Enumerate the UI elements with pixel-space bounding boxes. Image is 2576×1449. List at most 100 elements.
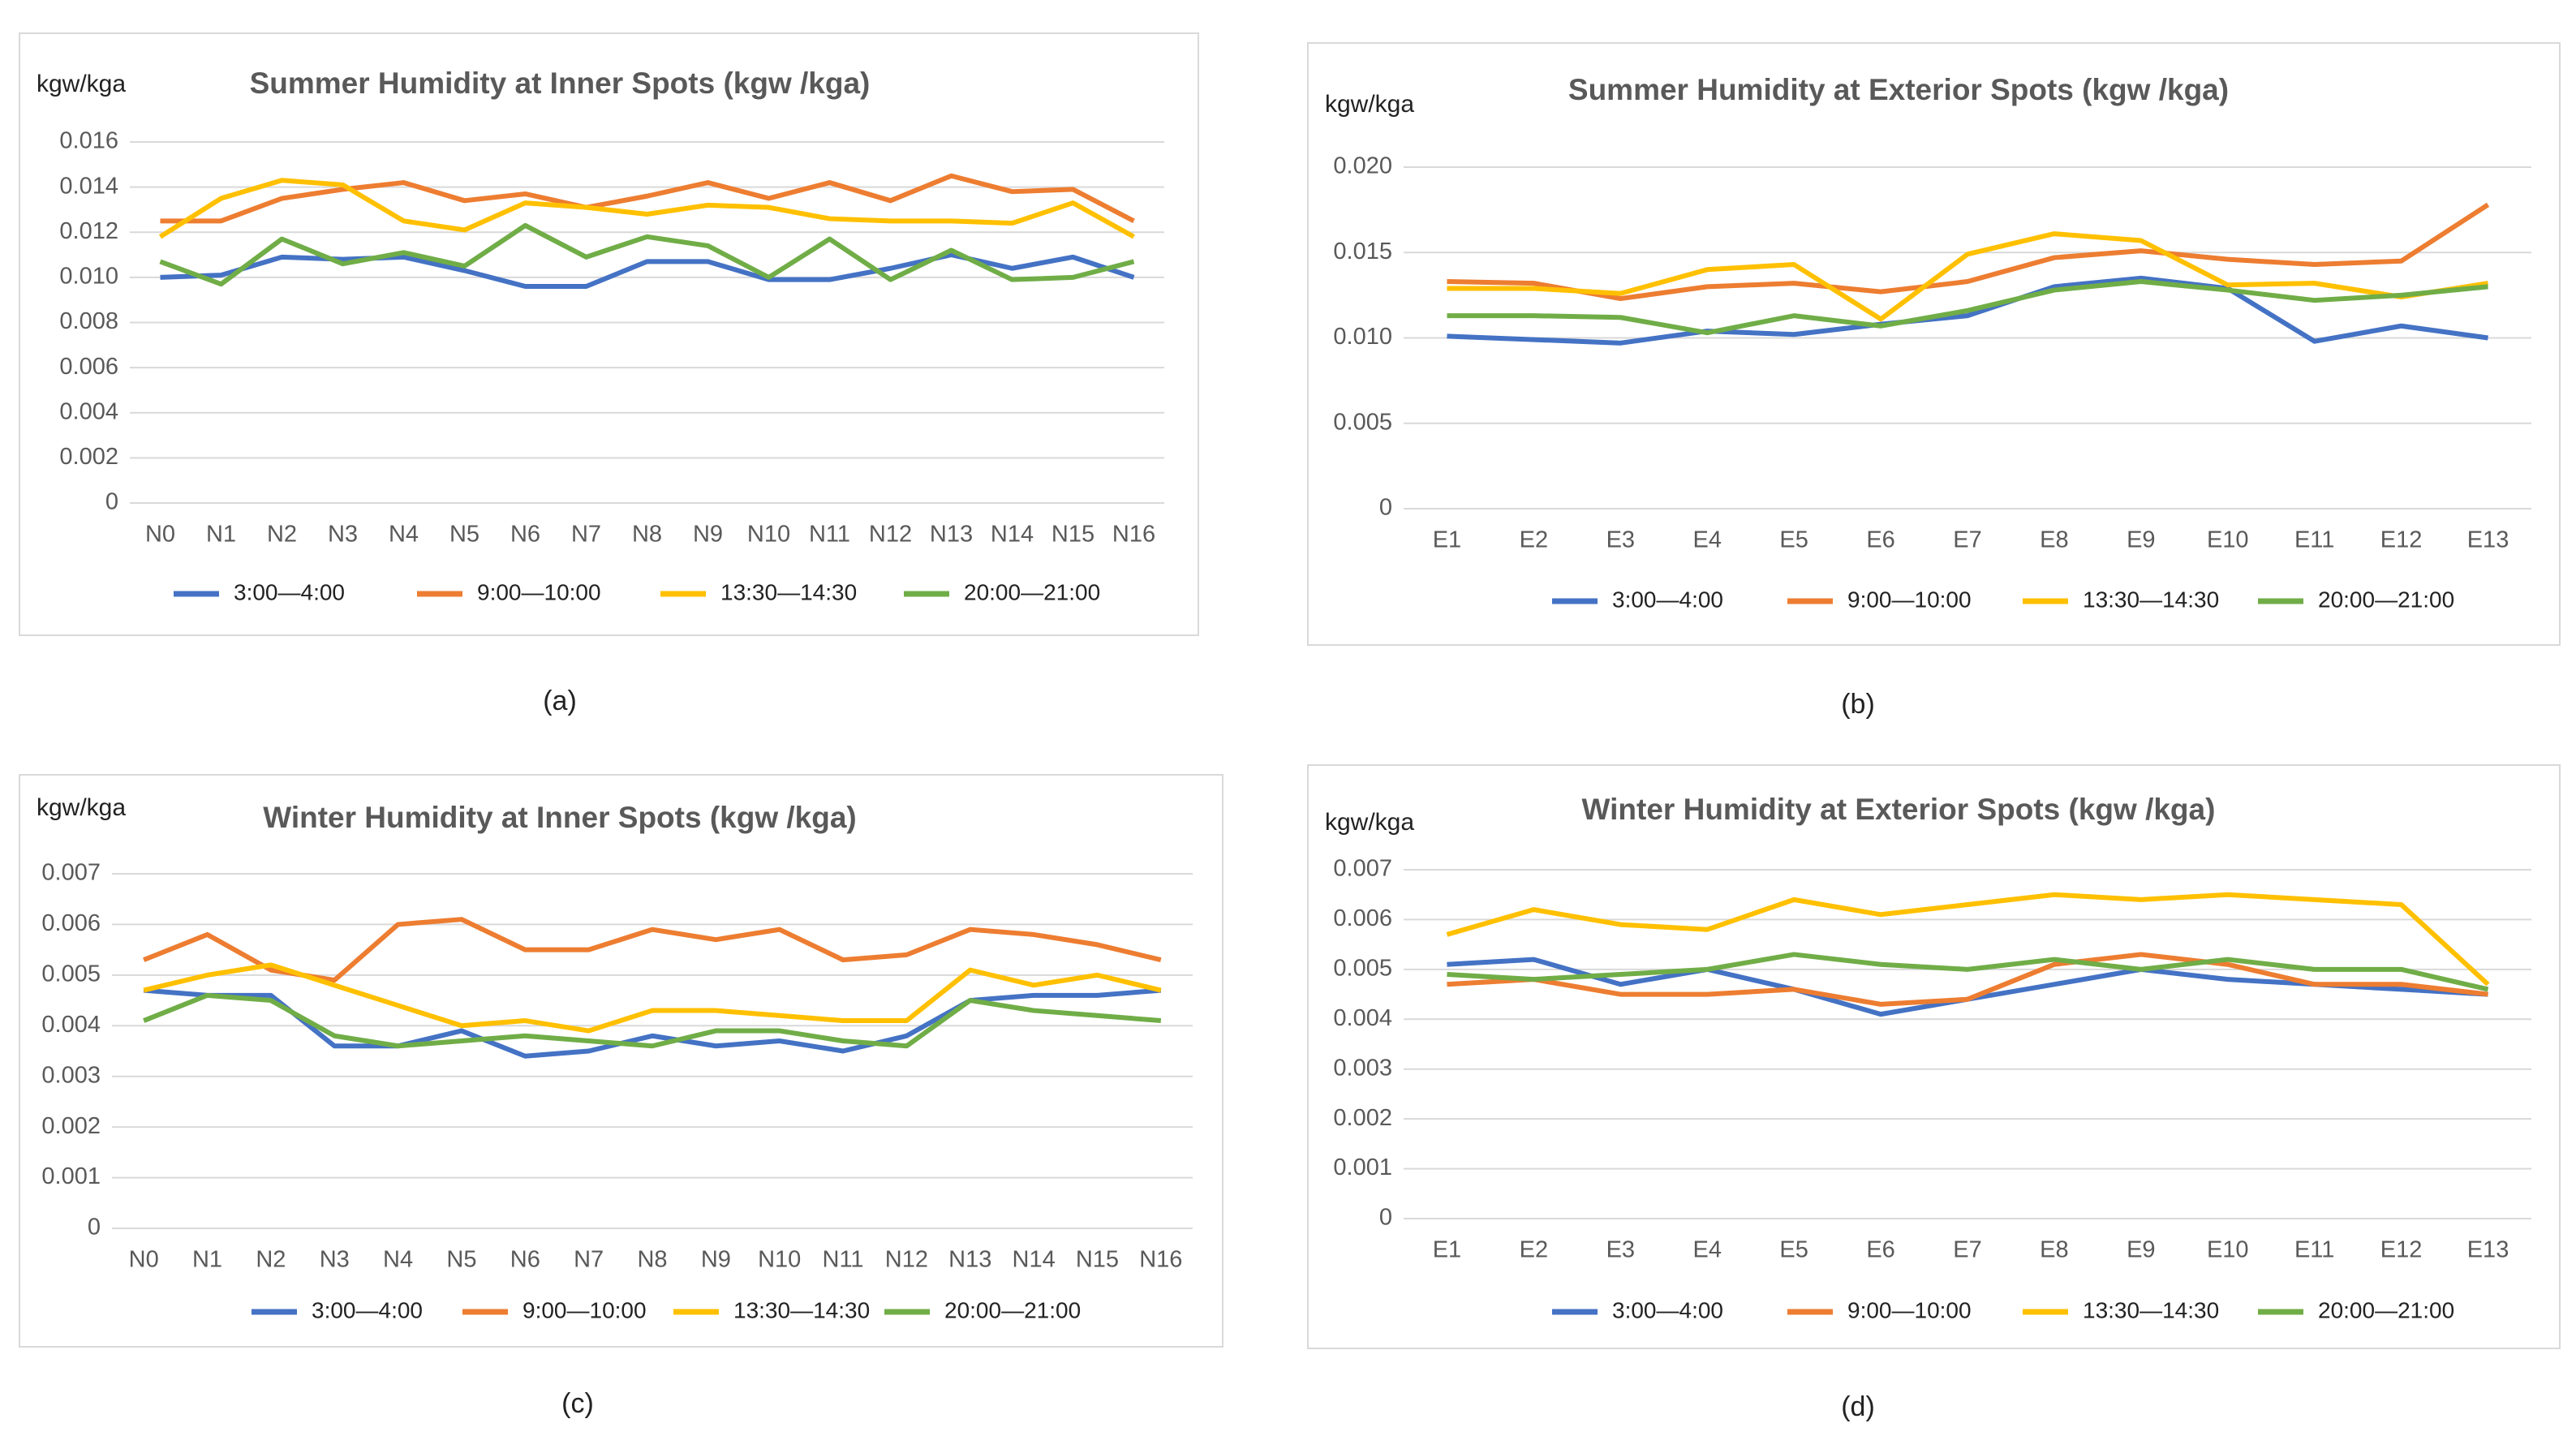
x-tick-label: E5: [1779, 1237, 1808, 1263]
x-tick-label: N10: [758, 1247, 801, 1273]
x-tick-label: N9: [701, 1247, 731, 1273]
x-tick-label: N13: [930, 522, 973, 548]
x-tick-label: E9: [2127, 1237, 2155, 1263]
legend-label: 3:00—4:00: [312, 1297, 423, 1322]
x-tick-label: N2: [256, 1247, 286, 1273]
x-tick-label: N14: [991, 522, 1034, 548]
x-tick-label: N2: [267, 522, 297, 548]
legend-label: 20:00—21:00: [2318, 587, 2454, 612]
x-tick-label: E6: [1866, 1237, 1894, 1263]
series-line: [1447, 952, 2488, 1007]
legend-label: 3:00—4:00: [234, 579, 345, 604]
x-tick-label: E4: [1692, 527, 1721, 553]
x-tick-label: E13: [2467, 527, 2509, 553]
chart-frame: [19, 32, 1199, 636]
legend-label: 13:30—14:30: [2083, 1297, 2219, 1322]
x-tick-label: N7: [571, 522, 601, 548]
legend-label: 3:00—4:00: [1612, 587, 1723, 612]
series-line: [159, 222, 1135, 287]
y-tick-label: 0.006: [41, 910, 101, 936]
legend-label: 9:00—10:00: [1847, 1297, 1972, 1322]
legend-label: 9:00—10:00: [477, 579, 601, 604]
x-tick-label: N16: [1139, 1247, 1182, 1273]
x-tick-label: N5: [446, 1247, 476, 1273]
x-tick-label: N0: [145, 522, 175, 548]
y-tick-label: 0.010: [59, 264, 118, 290]
y-tick-label: 0: [1379, 1205, 1392, 1231]
series-line: [1447, 231, 2489, 322]
x-tick-label: N9: [693, 522, 723, 548]
x-tick-label: E6: [1866, 527, 1894, 553]
y-tick-label: 0.003: [1333, 1055, 1392, 1081]
x-tick-label: E3: [1606, 527, 1635, 553]
x-tick-label: E8: [2040, 1237, 2068, 1263]
legend-label: 20:00—21:00: [964, 579, 1100, 604]
chart-frame: [1307, 764, 2561, 1349]
y-tick-label: 0.012: [59, 218, 118, 244]
x-tick-label: N1: [192, 1247, 222, 1273]
x-tick-label: E8: [2040, 527, 2068, 553]
x-tick-label: N16: [1112, 522, 1155, 548]
x-tick-label: E7: [1953, 1237, 1981, 1263]
x-tick-label: E2: [1520, 1237, 1548, 1263]
y-tick-label: 0.004: [41, 1012, 101, 1038]
y-tick-label: 0.002: [1333, 1105, 1392, 1131]
x-tick-label: E5: [1779, 527, 1808, 553]
y-axis-label: kgw/kga: [37, 71, 126, 97]
x-tick-label: N10: [747, 522, 790, 548]
y-axis-label: kgw/kga: [1325, 809, 1414, 836]
x-tick-label: N4: [383, 1247, 413, 1273]
caption: (b): [1841, 689, 1875, 720]
legend-label: 20:00—21:00: [944, 1297, 1081, 1322]
caption: (c): [561, 1388, 594, 1419]
x-tick-label: N5: [449, 522, 480, 548]
x-tick-label: N11: [823, 1247, 864, 1273]
chart-title: Summer Humidity at Inner Spots (kgw /kga…: [250, 67, 871, 100]
y-tick-label: 0.001: [1333, 1154, 1392, 1180]
y-tick-label: 0.005: [41, 961, 101, 987]
x-tick-label: E10: [2207, 527, 2249, 553]
x-tick-label: E4: [1692, 1237, 1721, 1263]
y-tick-label: 0.005: [1333, 956, 1392, 982]
legend-label: 9:00—10:00: [1847, 587, 1972, 612]
y-tick-label: 0.016: [59, 128, 118, 154]
x-tick-label: N3: [328, 522, 358, 548]
y-tick-label: 0.004: [59, 398, 118, 424]
caption: (d): [1841, 1391, 1875, 1422]
y-tick-label: 0: [105, 489, 118, 515]
x-tick-label: N14: [1013, 1247, 1056, 1273]
chart-title: Winter Humidity at Inner Spots (kgw /kga…: [263, 801, 857, 834]
legend-label: 3:00—4:00: [1612, 1297, 1723, 1322]
y-axis-label: kgw/kga: [37, 794, 126, 821]
x-tick-label: E12: [2380, 527, 2423, 553]
y-tick-label: 0.010: [1333, 324, 1392, 350]
chart-title: Summer Humidity at Exterior Spots (kgw /…: [1568, 73, 2229, 106]
series-line: [1446, 892, 2490, 987]
series-line: [1447, 202, 2490, 302]
y-tick-label: 0.002: [59, 444, 118, 470]
series-line: [1447, 279, 2488, 336]
y-tick-label: 0.014: [59, 173, 118, 199]
x-tick-label: N0: [129, 1247, 159, 1273]
x-tick-label: N11: [809, 522, 850, 548]
x-tick-label: N15: [1051, 522, 1094, 548]
y-tick-label: 0.006: [1333, 905, 1392, 931]
x-tick-label: E9: [2127, 527, 2155, 553]
legend-label: 13:30—14:30: [720, 579, 857, 604]
x-tick-label: E12: [2380, 1237, 2423, 1263]
x-tick-label: N4: [389, 522, 419, 548]
x-tick-label: E10: [2207, 1237, 2249, 1263]
y-tick-label: 0.002: [41, 1113, 101, 1139]
y-tick-label: 0: [88, 1215, 101, 1240]
x-tick-label: N6: [510, 522, 540, 548]
x-tick-label: N8: [637, 1247, 667, 1273]
x-tick-label: E1: [1433, 1237, 1461, 1263]
legend-label: 9:00—10:00: [523, 1297, 647, 1322]
legend-label: 20:00—21:00: [2318, 1297, 2454, 1322]
y-tick-label: 0.015: [1333, 239, 1392, 264]
legend-label: 13:30—14:30: [2083, 587, 2219, 612]
y-axis-label: kgw/kga: [1325, 91, 1414, 118]
x-tick-label: E1: [1433, 527, 1461, 553]
y-tick-label: 0.006: [59, 354, 118, 380]
